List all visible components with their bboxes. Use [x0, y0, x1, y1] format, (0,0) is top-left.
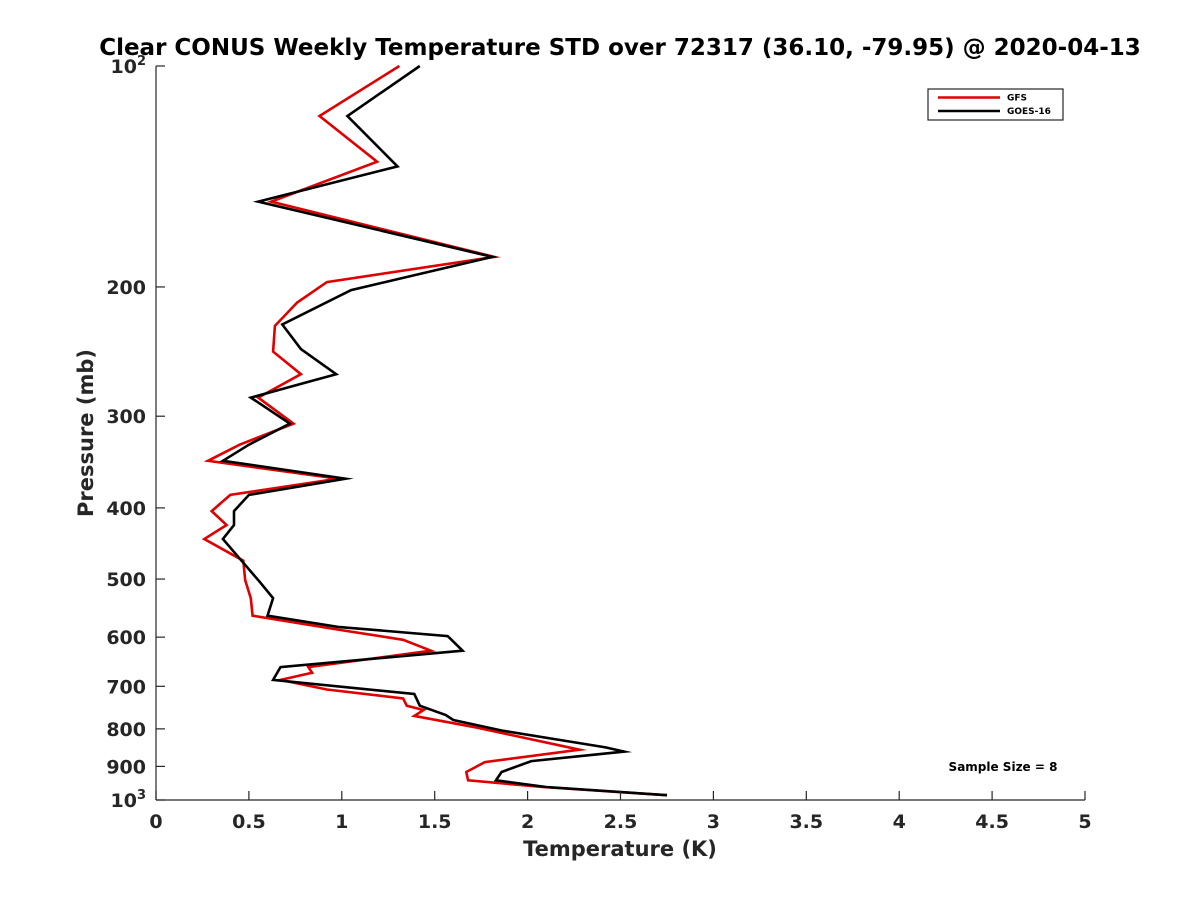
x-tick-label: 0.5	[232, 811, 266, 833]
legend-label-gfs: GFS	[1007, 94, 1027, 104]
y-tick-label: 900	[106, 756, 146, 778]
x-tick-label: 1.5	[418, 811, 452, 833]
chart-title: Clear CONUS Weekly Temperature STD over …	[99, 35, 1141, 61]
series-line-gfs	[201, 64, 668, 797]
legend: GFS GOES-16	[927, 88, 1064, 121]
x-tick-label: 4.5	[975, 811, 1009, 833]
x-tick-label: 2.5	[604, 811, 638, 833]
x-tick-label: 0	[149, 811, 162, 833]
legend-box	[927, 88, 1064, 121]
x-tick-label: 1	[335, 811, 348, 833]
x-tick-label: 3.5	[789, 811, 823, 833]
y-tick-label: 400	[106, 498, 146, 520]
y-tick-label: 700	[106, 676, 146, 698]
y-tick-label: 300	[106, 406, 146, 428]
legend-label-goes-16: GOES-16	[1007, 107, 1051, 117]
x-tick-label: 3	[707, 811, 720, 833]
plot-area	[156, 66, 1085, 800]
x-tick-label: 5	[1078, 811, 1091, 833]
x-axis-label: Temperature (K)	[523, 837, 717, 861]
series-line-goes-16	[219, 64, 668, 797]
y-tick-label: 103	[111, 788, 147, 812]
y-tick-label: 800	[106, 719, 146, 741]
x-tick-label: 2	[521, 811, 534, 833]
axes: 0 0.5 1 1.5 2 2.5 3 3.5 4 4.5 5 102 200 300 400 500 600 7…	[106, 54, 1091, 833]
y-tick-label: 500	[106, 569, 146, 591]
x-tick-label: 4	[893, 811, 906, 833]
series-lines	[201, 64, 668, 797]
y-tick-label: 102	[111, 54, 147, 78]
plot-background	[156, 66, 1085, 800]
y-tick-label: 600	[106, 627, 146, 649]
sample-size-annotation: Sample Size = 8	[949, 760, 1058, 774]
y-tick-label: 200	[106, 277, 146, 299]
y-axis-label: Pressure (mb)	[74, 349, 98, 517]
